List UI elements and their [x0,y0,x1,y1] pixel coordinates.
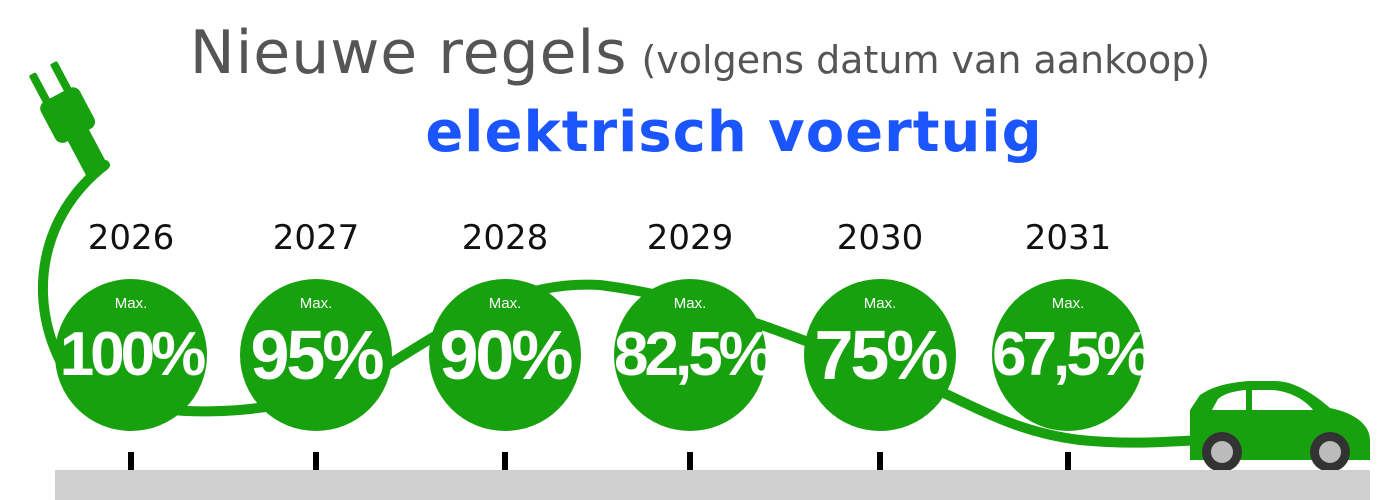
year-label: 2028 [461,218,549,258]
timeline-tick [1065,452,1071,470]
title-line: Nieuwe regels (volgens datum van aankoop) [0,18,1400,88]
percentage-badge: Max. 90% [429,279,581,431]
timeline-tick [128,452,134,470]
max-label: Max. [114,295,148,312]
max-label: Max. [1051,295,1085,312]
page-subtitle: elektrisch voertuig [425,100,1043,165]
percentage-value: 75% [814,316,948,394]
timeline-tick [313,452,319,470]
plug-icon [29,61,108,177]
percentage-badge: Max. 82,5% [614,279,774,431]
timeline-tick [877,452,883,470]
percentage-value: 82,5% [614,320,774,389]
car-icon [1190,381,1370,472]
max-label: Max. [488,295,522,312]
percentage-badge: Max. 100% [55,279,207,431]
year-label: 2027 [272,218,360,258]
year-label: 2029 [646,218,734,258]
percentage-value: 90% [439,316,573,394]
percentage-badge: Max. 95% [240,279,392,431]
max-label: Max. [299,295,333,312]
year-label: 2030 [836,218,924,258]
title-note: (volgens datum van aankoop) [641,38,1211,82]
max-label: Max. [863,295,897,312]
max-label: Max. [673,295,707,312]
percentage-value: 95% [250,316,384,394]
percentage-value: 67,5% [992,320,1152,389]
percentage-badge: Max. 67,5% [992,279,1152,431]
year-label: 2026 [87,218,175,258]
year-label: 2031 [1024,218,1112,258]
timeline-tick [502,452,508,470]
page-title: Nieuwe regels [189,18,628,88]
timeline-tick [687,452,693,470]
road [55,470,1370,500]
percentage-badge: Max. 75% [804,279,956,431]
percentage-value: 100% [59,320,207,389]
